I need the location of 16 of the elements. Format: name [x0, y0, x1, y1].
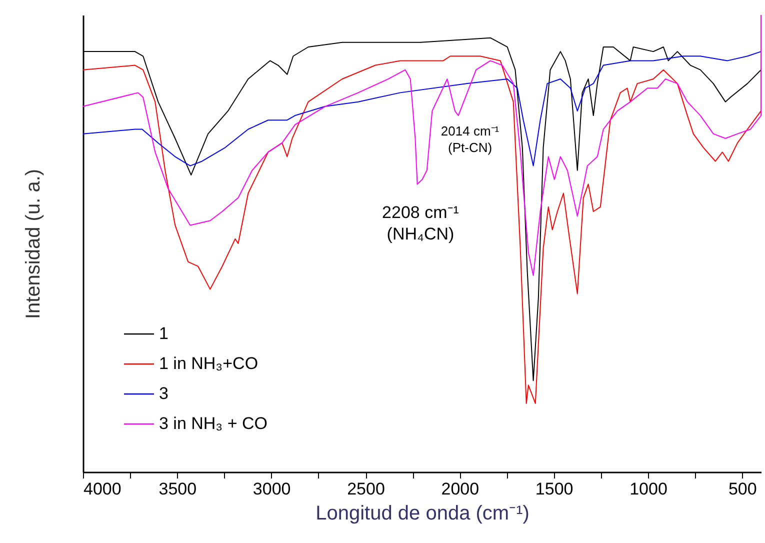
- x-tick-label: 3000: [252, 480, 291, 498]
- x-tick-label: 500: [728, 480, 757, 498]
- legend-label: 1 in NH₃+CO: [159, 354, 258, 373]
- x-tick-label: 1500: [535, 480, 574, 498]
- annotation: 2208 cm⁻¹ (NH₄CN): [382, 203, 460, 244]
- y-axis-title: Intensidad (u. a.): [22, 168, 44, 320]
- x-tick-label: 4000: [84, 480, 122, 498]
- x-tick-label: 3500: [158, 480, 197, 498]
- legend-label: 3: [159, 384, 168, 403]
- legend-label: 1: [159, 324, 168, 343]
- annotation: 2014 cm⁻¹ (Pt-CN): [440, 124, 500, 155]
- x-tick-label: 2500: [347, 480, 385, 498]
- x-tick-label: 2000: [441, 480, 480, 498]
- x-tick-label: 1000: [630, 480, 668, 498]
- x-axis-title: Longitud de onda (cm⁻¹): [316, 502, 530, 524]
- legend-label: 3 in NH₃ + CO: [159, 414, 268, 433]
